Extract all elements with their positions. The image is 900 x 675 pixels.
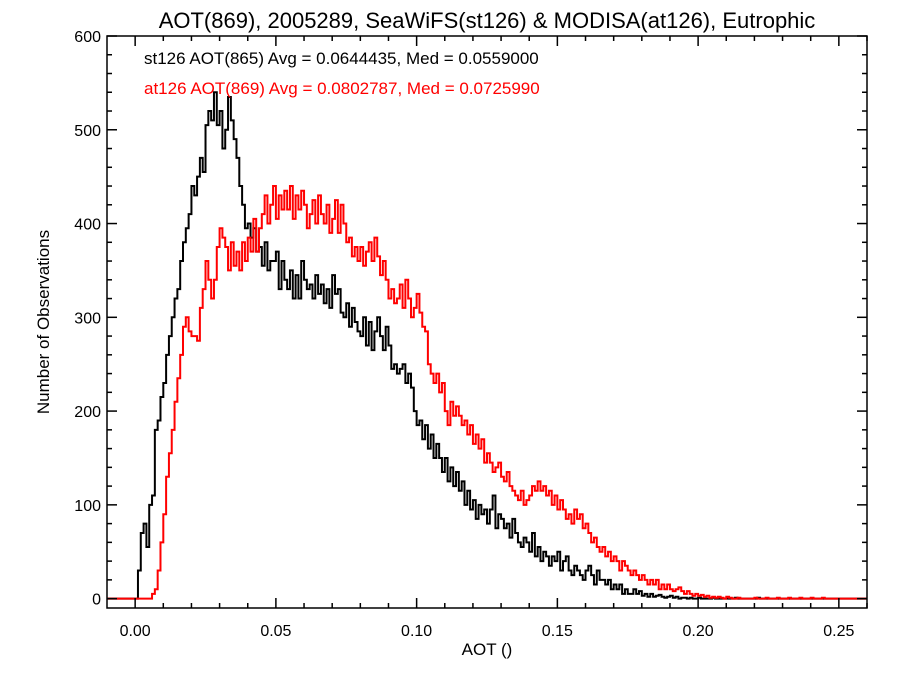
- series-line-st126: [107, 91, 867, 600]
- x-tick-label: 0.25: [823, 623, 854, 640]
- legend-entry-st126: st126 AOT(865) Avg = 0.0644435, Med = 0.…: [144, 49, 539, 68]
- series-layer: [107, 91, 867, 600]
- x-tick-label: 0.15: [542, 623, 573, 640]
- y-tick-label: 100: [74, 498, 101, 515]
- y-tick-label: 200: [74, 404, 101, 421]
- chart-title: AOT(869), 2005289, SeaWiFS(st126) & MODI…: [159, 8, 816, 33]
- series-line-at126: [107, 185, 867, 600]
- plot-frame: [106, 35, 868, 609]
- x-tick-label: 0.10: [401, 623, 432, 640]
- y-tick-label: 600: [74, 29, 101, 46]
- axis-ticks: 0.00 0.05 0.10 0.15 0.20 0.25 0 100 200 300 400 500…: [74, 29, 868, 640]
- y-tick-label: 300: [74, 310, 101, 327]
- x-tick-label: 0.20: [683, 623, 714, 640]
- legend-entry-at126: at126 AOT(869) Avg = 0.0802787, Med = 0.…: [144, 79, 540, 98]
- y-tick-label: 0: [92, 592, 101, 609]
- x-tick-label: 0.05: [260, 623, 291, 640]
- x-axis-label: AOT (): [462, 640, 513, 659]
- y-axis-label: Number of Observations: [34, 230, 53, 414]
- y-tick-label: 500: [74, 123, 101, 140]
- x-tick-label: 0.00: [120, 623, 151, 640]
- y-tick-label: 400: [74, 217, 101, 234]
